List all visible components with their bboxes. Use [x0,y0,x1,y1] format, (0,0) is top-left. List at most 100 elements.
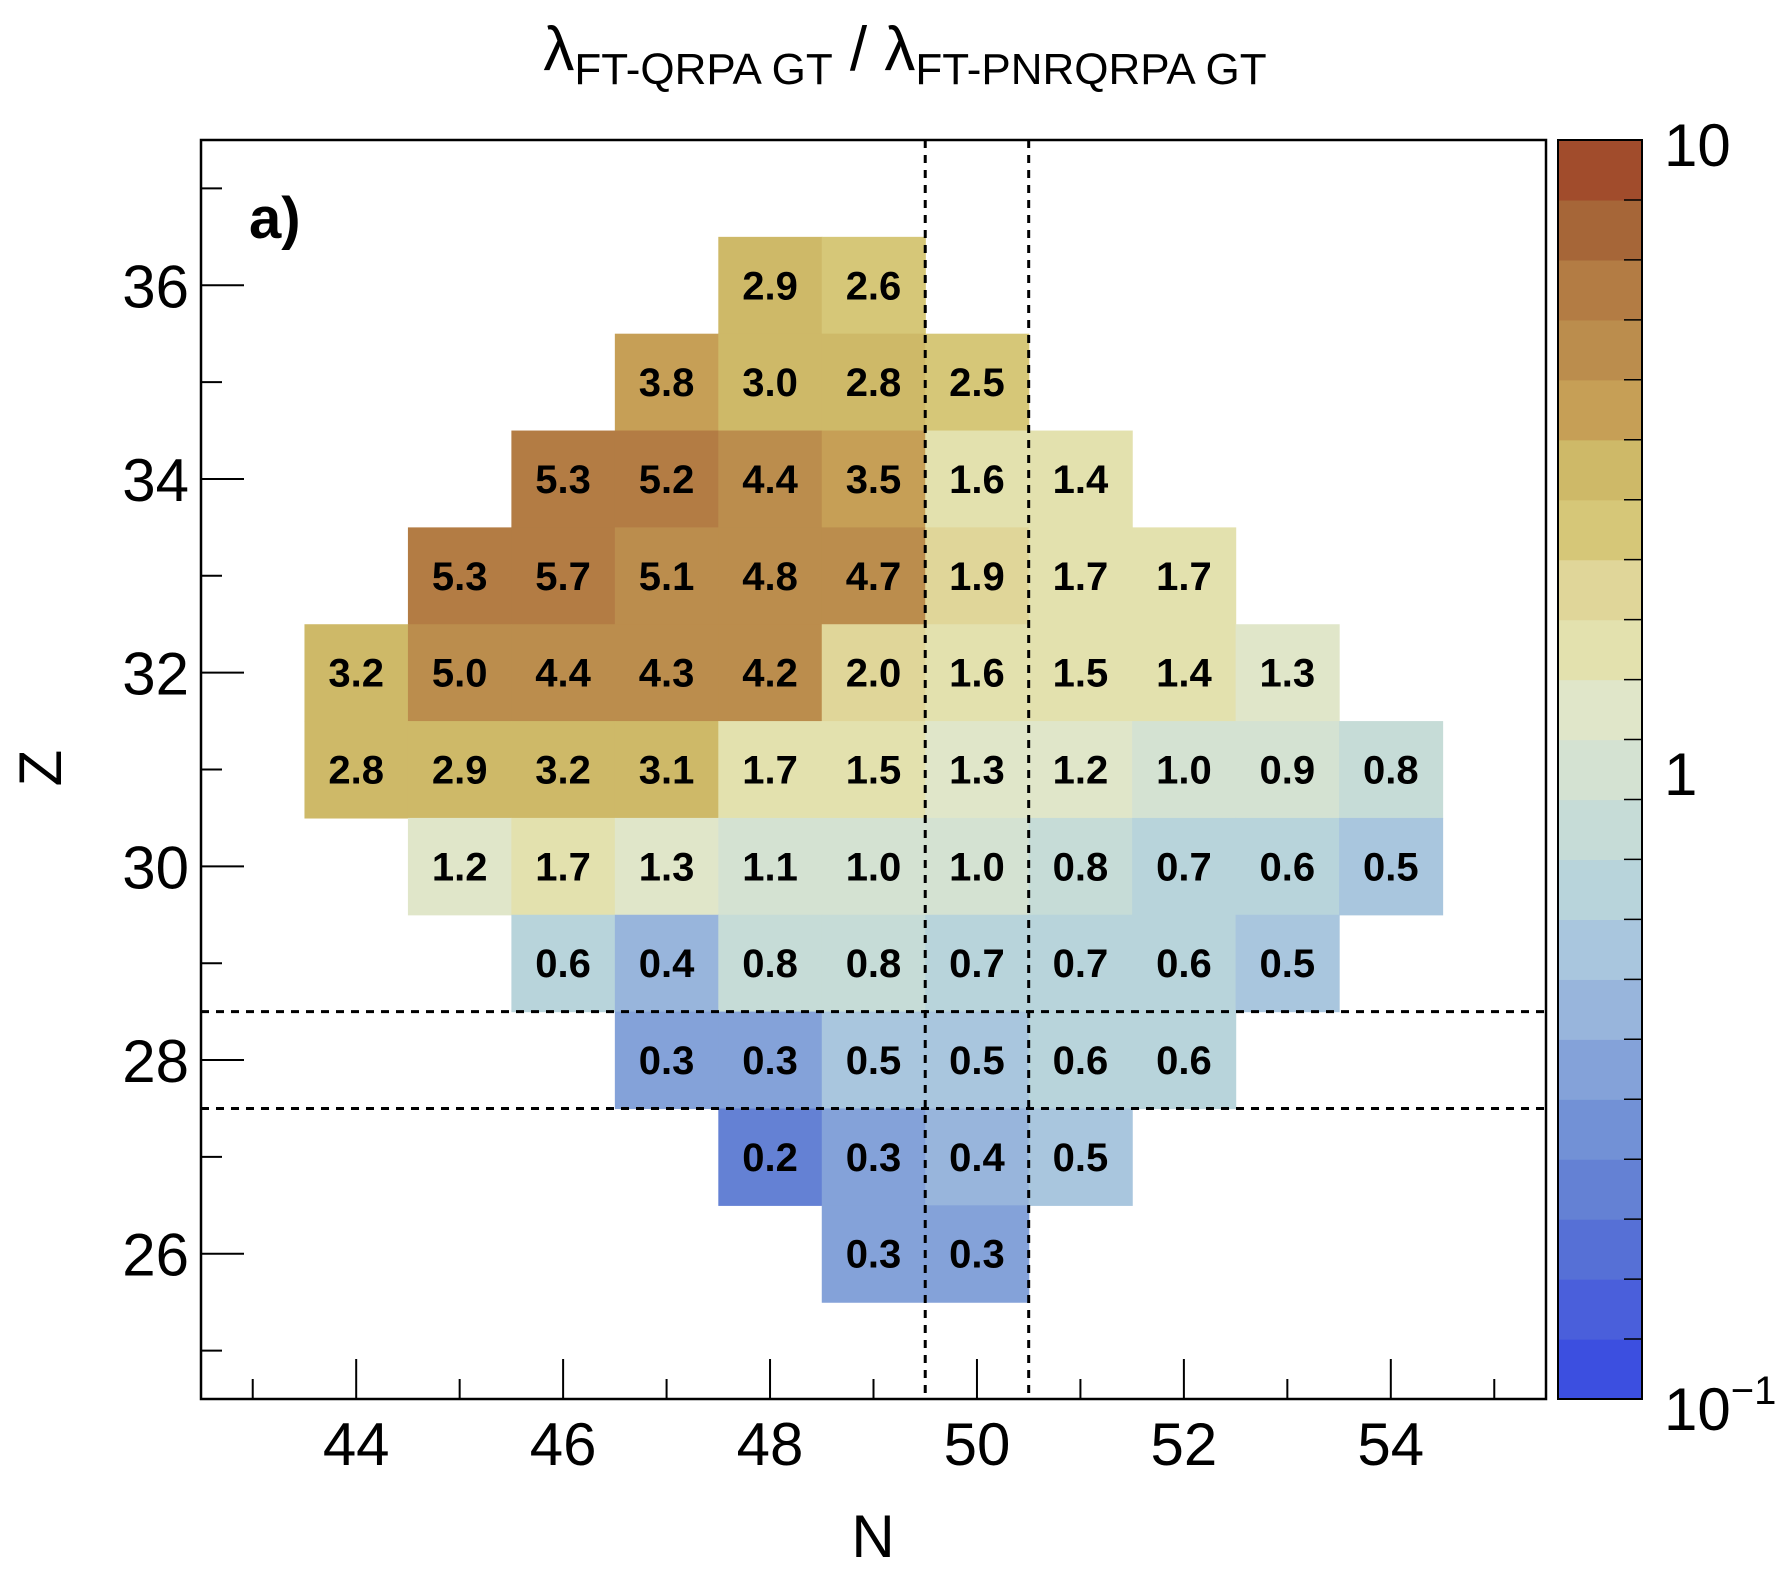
cell-value-label: 0.4 [949,1136,1005,1180]
heatmap-cell [407,817,512,916]
colorbar-band [1558,919,1642,980]
y-tick-label: 34 [122,447,189,514]
cell-value-label: 1.0 [1156,749,1212,793]
heatmap-cell [614,1011,719,1110]
heatmap-cell [1028,1011,1133,1110]
heatmap-cell [718,624,823,722]
cell-value-label: 0.8 [742,942,798,986]
colorbar-band [1558,619,1642,681]
colorbar-band [1558,799,1642,861]
cell-value-label: 1.2 [432,845,488,889]
cell-value-label: 0.3 [949,1233,1005,1277]
cell-value-label: 0.3 [639,1039,695,1083]
cell-value-label: 0.4 [639,942,695,986]
heatmap-cell [925,333,1030,432]
cell-value-label: 0.6 [1053,1039,1109,1083]
heatmap-cell [1132,1011,1237,1110]
heatmap-cell [614,914,719,1013]
title-lambda-2: λ [884,15,915,84]
cell-value-label: 4.4 [535,652,591,696]
heatmap-cell [925,1205,1030,1303]
cell-value-label: 1.0 [949,845,1005,889]
colorbar-band [1558,259,1642,321]
cell-value-label: 0.5 [949,1039,1005,1083]
heatmap-cell [925,624,1030,722]
cell-value-label: 4.8 [742,555,798,599]
heatmap-cell [511,527,616,625]
cell-value-label: 5.7 [535,555,591,599]
cell-value-label: 3.0 [742,361,798,405]
cell-value-label: 2.6 [846,264,902,308]
x-tick-label: 46 [530,1411,597,1478]
cell-value-label: 4.4 [742,458,798,502]
heatmap-cell [511,624,616,722]
heatmap-cell [1132,721,1237,819]
colorbar-label-top: 10 [1664,112,1731,179]
heatmap-cell [821,333,926,432]
cell-value-label: 1.6 [949,458,1005,502]
cell-value-label: 0.6 [1260,845,1316,889]
cell-value-label: 1.3 [949,749,1005,793]
cell-value-label: 1.9 [949,555,1005,599]
colorbar-label-mid: 1 [1664,741,1697,808]
colorbar-band [1558,859,1642,920]
colorbar-band [1558,379,1642,441]
heatmap-cell [821,1011,926,1110]
x-tick-label: 44 [323,1411,390,1478]
cell-value-label: 2.5 [949,361,1005,405]
chart-title: λFT-QRPA GT / λFT-PNRQRPA GT [543,15,1266,94]
cell-value-label: 3.8 [639,361,695,405]
cell-value-label: 0.7 [949,942,1005,986]
cell-value-label: 1.3 [639,845,695,889]
colorbar-band [1558,1339,1642,1400]
cell-value-label: 0.6 [535,942,591,986]
colorbar-band [1558,1159,1642,1220]
cell-value-label: 0.9 [1260,749,1316,793]
heatmap-cell [1132,624,1237,722]
heatmap-cell [925,1108,1030,1206]
heatmap-cell [1028,914,1133,1013]
cell-value-label: 0.5 [846,1039,902,1083]
cell-value-label: 1.2 [1053,749,1109,793]
heatmap-cell [511,721,616,819]
heatmap-cell [407,624,512,722]
heatmap-cell [614,333,719,432]
cell-value-label: 0.8 [846,942,902,986]
heatmap-cell-labels: 2.9 2.6 3.8 3.0 2.8 2.5 5.3 5.2 4.4 3.5 1.6 1.4 5.3 5… [328,264,1418,1276]
title-separator: / [833,15,885,84]
cell-value-label: 1.0 [846,845,902,889]
cell-value-label: 0.5 [1363,845,1419,889]
heatmap-cell [925,817,1030,916]
heatmap-cell [1028,527,1133,625]
cell-value-label: 5.0 [432,652,488,696]
heatmap-cell [1028,721,1133,819]
cell-value-label: 3.1 [639,749,695,793]
axis-ticks: 44 46 48 50 52 54 26 28 30 32 34 36 [122,187,1496,1478]
cell-value-label: 1.4 [1053,458,1109,502]
heatmap-cell [1339,817,1444,916]
cell-value-label: 1.1 [742,845,798,889]
heatmap-cell [1132,527,1237,625]
cell-value-label: 5.3 [432,555,488,599]
heatmap-cell [821,430,926,528]
heatmap-cell [614,817,719,916]
cell-value-label: 1.7 [535,845,591,889]
heatmap-cell [925,527,1030,625]
colorbar-band [1558,679,1642,741]
heatmap-cell [1132,817,1237,916]
colorbar-frame [1557,139,1643,1400]
heatmap-cell [1028,817,1133,916]
cell-value-label: 2.9 [432,749,488,793]
colorbar-label-bottom: 10−1 [1664,1369,1776,1443]
x-tick-label: 50 [944,1411,1011,1478]
panel-label: a) [249,186,301,251]
heatmap-cell [1235,817,1340,916]
cell-value-label: 2.8 [846,361,902,405]
cell-value-label: 5.2 [639,458,695,502]
heatmap-cell [925,914,1030,1013]
cell-value-label: 0.3 [742,1039,798,1083]
heatmap-cell [718,430,823,528]
heatmap-cell [1235,624,1340,722]
cell-value-label: 1.6 [949,652,1005,696]
cell-value-label: 4.7 [846,555,902,599]
